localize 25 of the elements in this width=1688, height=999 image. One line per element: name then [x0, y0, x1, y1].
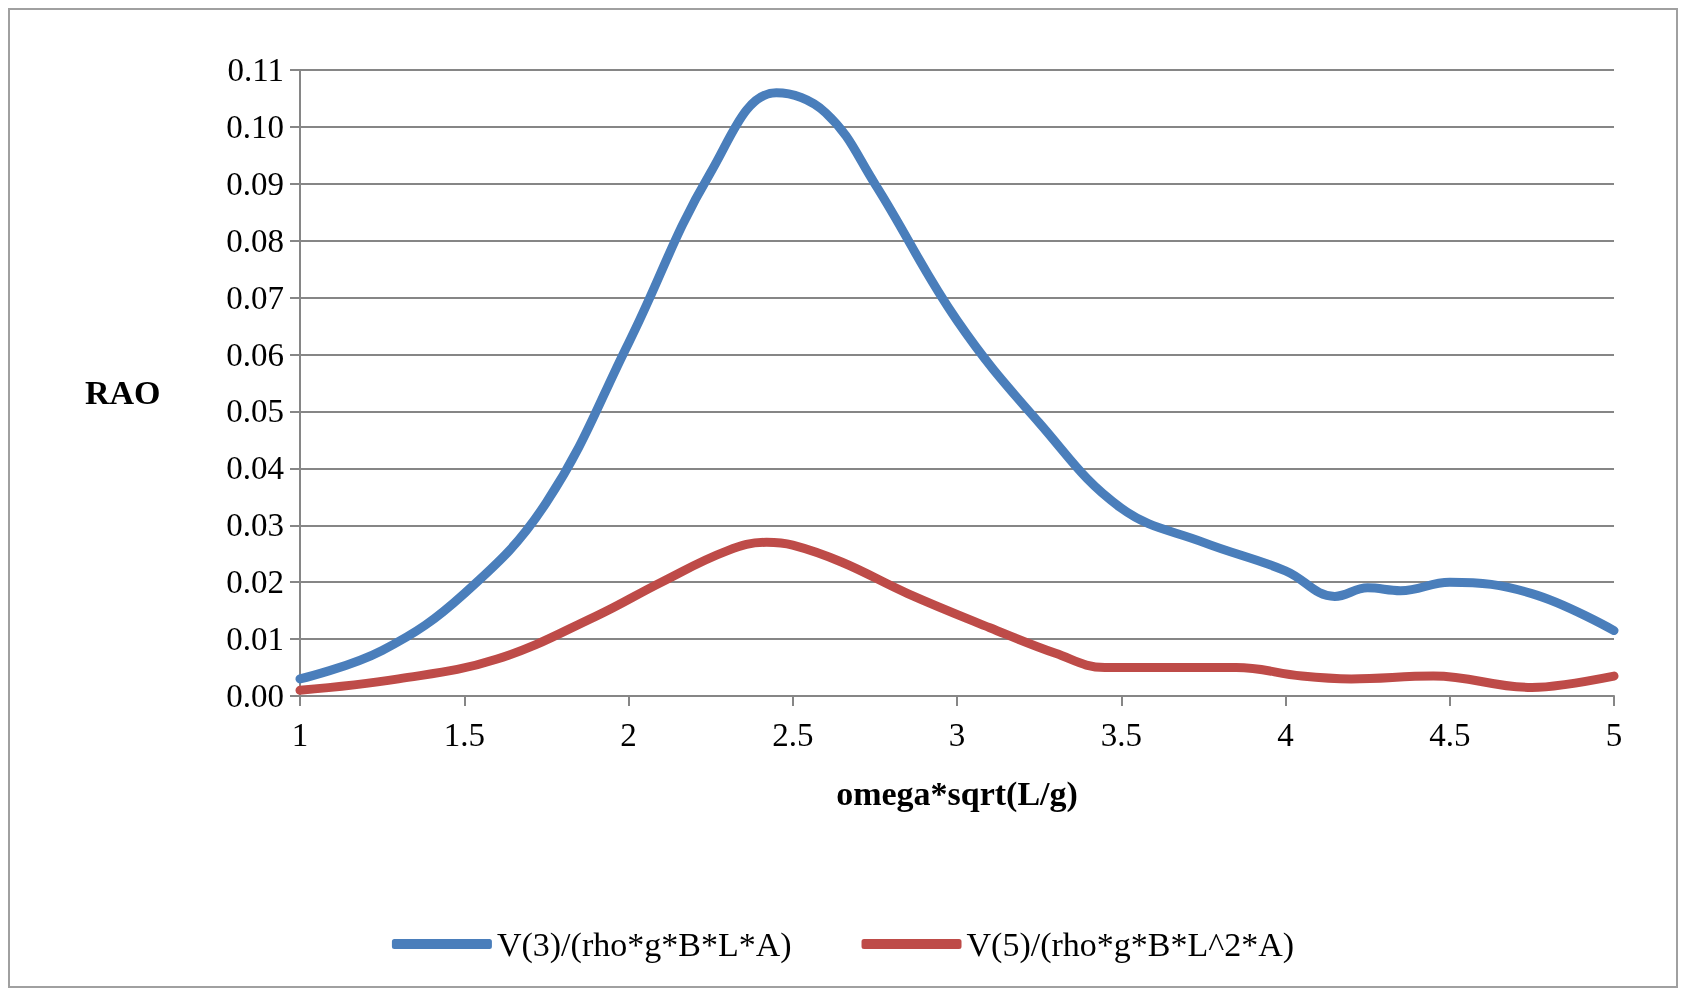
x-axis-title: omega*sqrt(L/g)	[836, 774, 1078, 813]
y-tick-label: 0.02	[226, 564, 284, 601]
y-tick-label: 0.11	[227, 52, 284, 88]
y-tick-label: 0.07	[226, 279, 284, 316]
x-tick-label: 3.5	[1100, 716, 1142, 753]
y-axis-title: RAO	[85, 373, 161, 411]
x-tick-label: 2	[620, 716, 637, 753]
x-tick-label: 4	[1277, 716, 1294, 753]
y-tick-label: 0.05	[226, 393, 284, 430]
x-tick-label: 1.5	[443, 716, 485, 753]
y-tick-label: 0.08	[226, 222, 284, 259]
legend-label: V(3)/(rho*g*B*L*A)	[496, 925, 792, 964]
y-tick-label: 0.03	[226, 507, 284, 544]
legend-label: V(5)/(rho*g*B*L^2*A)	[966, 925, 1295, 964]
y-tick-label: 0.09	[226, 165, 284, 202]
y-tick-label: 0.04	[226, 450, 284, 487]
y-tick-label: 0.10	[226, 108, 284, 145]
y-tick-label: 0.01	[226, 621, 284, 658]
y-tick-label: 0.00	[226, 678, 284, 714]
x-tick-label: 2.5	[772, 716, 814, 753]
x-tick-label: 4.5	[1429, 716, 1471, 753]
x-tick-label: 5	[1605, 716, 1623, 753]
x-tick-label: 3	[948, 716, 966, 753]
y-tick-label: 0.06	[226, 336, 284, 373]
x-tick-label: 1	[291, 716, 309, 753]
